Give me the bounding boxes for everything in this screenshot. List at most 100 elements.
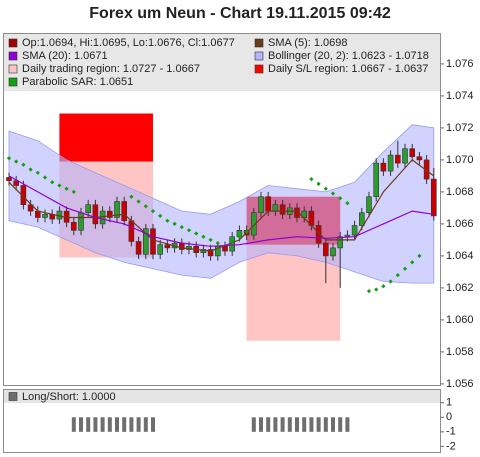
sar-dot [50, 180, 55, 185]
candle-body [251, 212, 257, 236]
legend-swatch [254, 38, 264, 48]
candle-body [366, 196, 372, 213]
candle-body [114, 201, 120, 218]
candle-body [150, 228, 156, 255]
sar-dot [35, 170, 40, 175]
legend-label: Bollinger (20, 2): 1.0623 - 1.0718 [268, 50, 429, 62]
sar-dot [237, 234, 242, 239]
sar-dot [57, 183, 62, 188]
legend-swatch [8, 38, 18, 48]
sar-dot [345, 200, 350, 206]
candle-body [351, 225, 358, 236]
candle-body [13, 180, 19, 186]
candle-body [394, 154, 401, 164]
sar-dot [179, 224, 184, 230]
sar-dot [136, 199, 141, 204]
candle-body [337, 236, 344, 249]
y-tick-label: 1.076 [446, 58, 474, 70]
sar-dot [395, 272, 400, 278]
candle-body [222, 246, 228, 252]
sar-dot [150, 208, 156, 214]
sar-dot [388, 279, 393, 284]
candle-body [85, 204, 91, 213]
sar-dot [208, 237, 213, 243]
candle-body [78, 212, 84, 231]
sar-dot [366, 288, 372, 294]
bar [122, 417, 127, 432]
bar [323, 417, 328, 432]
candle-body [20, 185, 27, 206]
y-tick-label: 1.070 [446, 154, 474, 166]
candle-body [265, 196, 272, 212]
candle-body [6, 177, 12, 181]
sar-dot [215, 240, 220, 246]
bar [71, 417, 76, 432]
bar [129, 417, 134, 432]
candle-body [272, 204, 279, 212]
candle-body [135, 241, 142, 255]
sar-dot [165, 218, 170, 223]
bar [302, 417, 307, 432]
bar [338, 417, 343, 432]
candle-body [99, 210, 106, 225]
sar-dot [417, 253, 422, 259]
candle-body [322, 242, 329, 257]
bar [266, 417, 271, 432]
bar [295, 417, 299, 432]
sar-dot [316, 181, 321, 187]
sar-dot [323, 186, 328, 191]
sar-dot [172, 221, 177, 227]
sar-dot [186, 228, 192, 233]
candle-body [416, 156, 423, 161]
sar-dot [158, 213, 163, 219]
candle-body [380, 162, 387, 172]
bar [251, 417, 256, 432]
legend-swatch [254, 51, 264, 61]
legend-swatch [8, 392, 18, 401]
y-tick-label: 1.056 [446, 378, 474, 390]
candle-body [121, 201, 127, 222]
sar-dot [338, 196, 343, 201]
candle-body [358, 212, 365, 226]
legend-label: Op:1.0694, Hi:1.0695, Lo:1.0676, Cl:1.06… [22, 37, 235, 49]
region [59, 113, 153, 162]
indicator-line [8, 175, 434, 247]
legend-swatch [8, 51, 18, 61]
bar [280, 417, 285, 432]
candle-body [315, 225, 322, 244]
sar-dot [143, 204, 148, 209]
candle-body [279, 204, 286, 215]
y-tick-label: 1.068 [446, 186, 474, 198]
y-tick-label: 1 [446, 397, 452, 409]
bar [86, 417, 91, 432]
bar [79, 417, 83, 432]
bar [100, 417, 105, 432]
sar-dot [244, 229, 249, 235]
candle-body [294, 207, 300, 218]
y-tick-label: -2 [446, 440, 456, 452]
candle-body [330, 247, 336, 257]
y-tick-label: 1.060 [446, 314, 474, 326]
candle-body [143, 228, 149, 255]
y-tick-label: 0 [446, 411, 452, 423]
y-tick-label: -1 [446, 426, 456, 438]
sar-dot [309, 176, 314, 182]
bar [136, 417, 141, 432]
legend-swatch [254, 64, 264, 74]
bar [151, 417, 155, 432]
bar [93, 417, 98, 432]
legend-label: SMA (20): 1.0671 [22, 50, 108, 62]
candle-body [128, 220, 135, 242]
sar-dot [129, 194, 134, 199]
sar-dot [6, 156, 12, 161]
legend-label: Daily S/L region: 1.0667 - 1.0637 [268, 63, 428, 75]
sar-dot [14, 159, 19, 164]
bar [287, 417, 292, 432]
sar-dot [230, 239, 235, 244]
candle-body [402, 148, 408, 164]
candle-body [409, 148, 416, 157]
y-tick-label: 1.066 [446, 218, 474, 230]
legend-box [4, 34, 440, 91]
y-tick-label: 1.064 [446, 250, 474, 262]
sar-dot [71, 189, 76, 195]
